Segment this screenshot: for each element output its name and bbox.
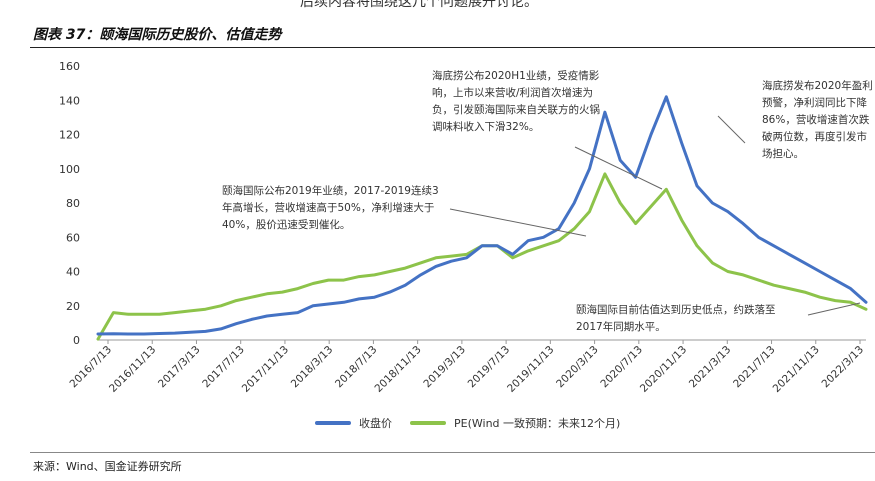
x-tick-label: 2018/11/13 xyxy=(372,344,423,395)
x-tick-label: 2020/7/13 xyxy=(598,344,645,391)
source-divider xyxy=(30,452,875,453)
source-note: 来源：Wind、国金证券研究所 xyxy=(33,460,182,473)
annotation-leader xyxy=(574,146,663,190)
x-tick-label: 2019/3/13 xyxy=(421,344,468,391)
annotation-leader xyxy=(807,302,861,316)
annotation-2019-results: 颐海国际公布2019年业绩，2017-2019连续3年高增长，营收增速高于50%… xyxy=(222,185,439,231)
legend-label-price: 收盘价 xyxy=(359,417,392,430)
price-pe-chart: 0 20 40 60 80 100 120 140 160 2016/7/132016/11/13… xyxy=(59,60,868,395)
x-tick-label: 2022/3/13 xyxy=(820,344,867,391)
y-tick-label: 120 xyxy=(59,129,80,142)
y-tick-label: 80 xyxy=(66,197,80,210)
annotation-leader xyxy=(449,208,587,237)
x-tick-label: 2016/11/13 xyxy=(107,344,158,395)
figure-title: 图表 37：颐海国际历史股价、估值走势 xyxy=(33,27,282,43)
x-tick-label: 2016/7/13 xyxy=(68,344,115,391)
x-tick-label: 2020/3/13 xyxy=(554,344,601,391)
y-tick-label: 160 xyxy=(59,60,80,73)
y-tick-label: 60 xyxy=(66,231,80,244)
x-tick-label: 2017/3/13 xyxy=(156,344,203,391)
legend-item-price: 收盘价 xyxy=(315,415,392,431)
x-tick-label: 2018/3/13 xyxy=(289,344,336,391)
annotation-valuation-low: 颐海国际目前估值达到历史低点，约跌落至2017年同期水平。 xyxy=(576,304,776,333)
truncated-body-text: 后续内容将围绕这几个问题展开讨论。 xyxy=(300,0,538,10)
legend-item-pe: PE(Wind 一致预期：未来12个月) xyxy=(410,415,620,431)
x-tick-label: 2021/11/13 xyxy=(771,344,822,395)
series-line-price xyxy=(96,95,868,336)
x-tick-label: 2020/11/13 xyxy=(638,344,689,395)
y-tick-label: 100 xyxy=(59,163,80,176)
chart-legend: 收盘价 PE(Wind 一致预期：未来12个月) xyxy=(315,413,638,433)
annotation-2020-warning: 海底捞发布2020年盈利预警，净利润同比下降86%，营收增速首次跌破两位数，再度… xyxy=(762,80,873,160)
y-tick-label: 20 xyxy=(66,300,80,313)
x-tick-label: 2021/7/13 xyxy=(731,344,778,391)
annotation-leader xyxy=(717,115,746,144)
x-tick-label: 2019/11/13 xyxy=(505,344,556,395)
legend-swatch-price xyxy=(315,421,351,425)
annotation-2020h1: 海底捞公布2020H1业绩，受疫情影响，上市以来营收/利润首次增速为负，引发颐海… xyxy=(432,70,600,133)
x-tick-label: 2017/7/13 xyxy=(200,344,247,391)
title-divider xyxy=(30,47,875,48)
legend-label-pe: PE(Wind 一致预期：未来12个月) xyxy=(454,417,621,430)
x-tick-label: 2017/11/13 xyxy=(240,344,291,395)
x-tick-label: 2019/7/13 xyxy=(466,344,513,391)
x-tick-label: 2018/7/13 xyxy=(333,344,380,391)
annotation-leaders xyxy=(449,115,861,316)
y-tick-label: 0 xyxy=(73,334,80,347)
chart-series xyxy=(96,95,868,341)
x-tick-label: 2021/3/13 xyxy=(687,344,734,391)
legend-swatch-pe xyxy=(410,421,446,425)
y-tick-label: 140 xyxy=(59,94,80,107)
y-tick-label: 40 xyxy=(66,266,80,279)
